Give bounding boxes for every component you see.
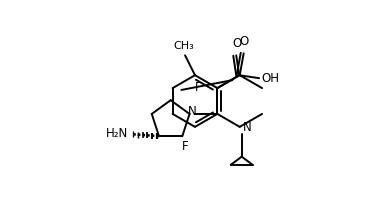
- Text: N: N: [188, 105, 197, 118]
- Text: H₂N: H₂N: [106, 127, 128, 140]
- Text: O: O: [233, 37, 242, 50]
- Text: F: F: [182, 140, 188, 153]
- Text: N: N: [243, 121, 251, 134]
- Text: CH₃: CH₃: [174, 41, 195, 51]
- Text: F: F: [195, 81, 201, 94]
- Text: O: O: [239, 35, 248, 48]
- Text: OH: OH: [261, 72, 279, 85]
